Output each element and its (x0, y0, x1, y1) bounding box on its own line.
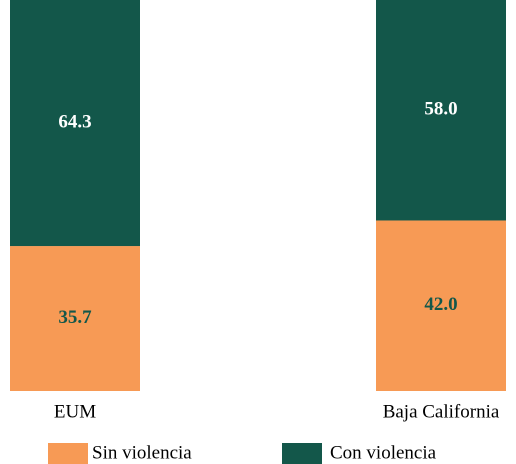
bar-segment (10, 0, 140, 247)
x-tick-label: EUM (54, 401, 96, 422)
value-label: 42.0 (424, 294, 457, 315)
bar-segment (376, 220, 506, 391)
value-label: 35.7 (58, 307, 92, 328)
legend-swatch (48, 443, 88, 464)
value-label: 64.3 (58, 111, 91, 132)
legend-label: Sin violencia (92, 442, 192, 463)
bar-segment (10, 246, 140, 391)
legend-label: Con violencia (330, 442, 437, 463)
value-label: 58.0 (424, 99, 457, 120)
x-tick-label: Baja California (383, 401, 500, 422)
bar-segment (376, 0, 506, 221)
legend-swatch (282, 443, 322, 464)
